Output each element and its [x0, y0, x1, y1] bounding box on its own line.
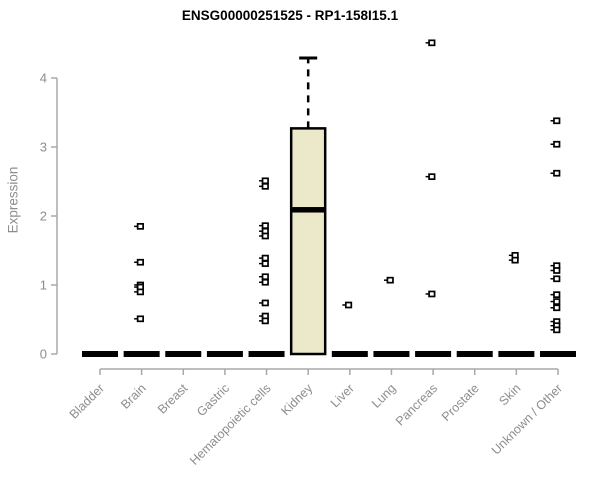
x-category-label: Bladder: [67, 381, 107, 421]
outlier-point: [428, 290, 436, 298]
zero-median-bar: [248, 351, 285, 357]
y-tick-label: 0: [40, 347, 47, 362]
zero-median-bar: [206, 351, 243, 357]
outlier-point: [386, 276, 394, 284]
outlier-point: [553, 117, 561, 125]
zero-median-bar: [331, 351, 368, 357]
x-category-label: Hematopoietic cells: [187, 381, 274, 468]
outlier-point: [136, 288, 144, 296]
outlier-point: [553, 291, 561, 299]
zero-median-bar: [82, 351, 118, 357]
outlier-point: [553, 275, 561, 283]
x-category-label: Breast: [155, 381, 191, 417]
x-category-label: Unknown / Other: [489, 381, 565, 457]
zero-median-bar: [373, 351, 410, 357]
zero-median-bar: [165, 351, 202, 357]
y-tick-label: 4: [40, 71, 47, 86]
x-category-label: Skin: [496, 381, 523, 408]
zero-median-bar: [415, 351, 452, 357]
outlier-point: [428, 39, 436, 47]
outlier-point: [553, 267, 561, 274]
chart-title: ENSG00000251525 - RP1-158I15.1: [181, 8, 399, 23]
median-line: [291, 207, 326, 213]
outlier-point: [136, 223, 144, 230]
x-category-label: Lung: [369, 381, 399, 411]
outlier-point: [511, 256, 519, 264]
zero-median-bar: [123, 351, 160, 357]
outlier-point: [261, 260, 269, 267]
zero-median-bar: [539, 351, 576, 357]
outlier-point: [261, 177, 269, 185]
outlier-point: [261, 254, 269, 262]
y-tick-label: 3: [40, 140, 47, 155]
outlier-point: [261, 317, 269, 325]
outlier-point: [136, 258, 144, 266]
x-category-label: Kidney: [278, 381, 315, 418]
outlier-point: [261, 182, 269, 190]
x-category-label: Liver: [328, 381, 357, 410]
outlier-point: [428, 173, 436, 181]
zero-median-bar: [456, 351, 493, 357]
x-category-label: Prostate: [439, 381, 482, 424]
box-kidney: [289, 127, 327, 356]
x-category-label: Pancreas: [393, 381, 440, 428]
outlier-point: [553, 326, 561, 334]
outlier-point: [553, 140, 561, 148]
outlier-point: [261, 273, 269, 281]
y-tick-label: 2: [40, 209, 47, 224]
y-tick-label: 1: [40, 278, 47, 293]
outlier-point: [261, 299, 269, 307]
outlier-point: [261, 222, 269, 230]
outlier-point: [261, 232, 269, 240]
outlier-point: [136, 315, 144, 323]
outlier-point: [553, 298, 561, 305]
outlier-point: [261, 278, 269, 286]
x-category-label: Gastric: [194, 381, 232, 419]
outlier-point: [344, 301, 353, 309]
outlier-point: [553, 304, 561, 312]
x-category-label: Brain: [118, 381, 149, 412]
outlier-point: [553, 169, 561, 177]
zero-median-bar: [498, 351, 535, 357]
